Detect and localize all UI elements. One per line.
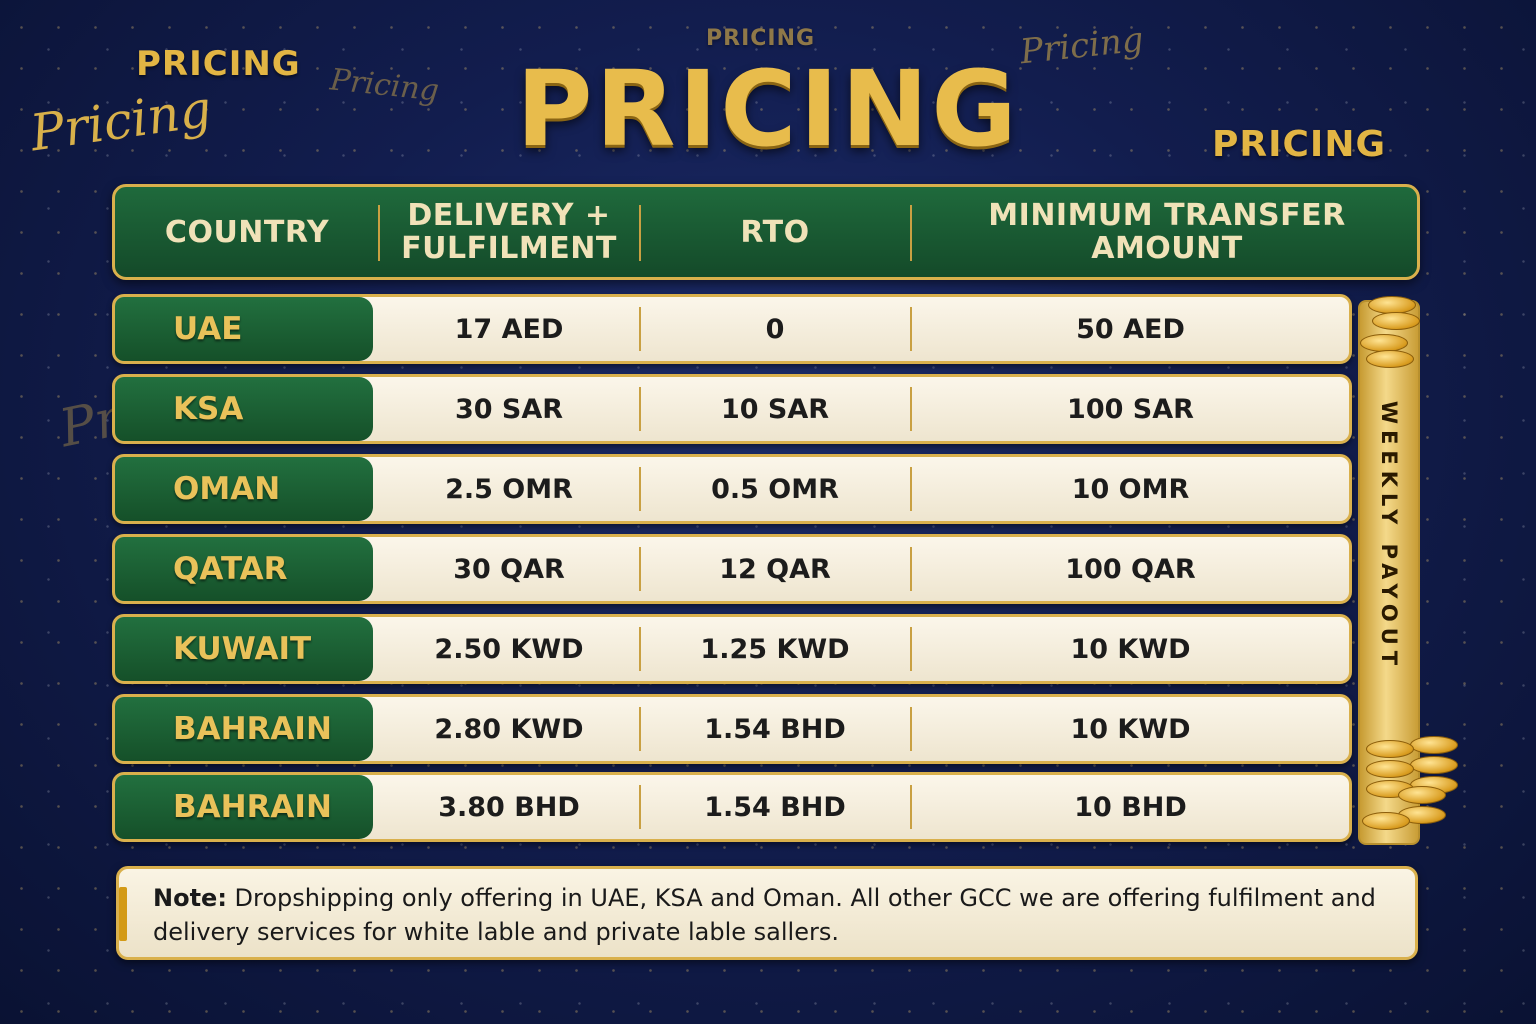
cell-min-transfer: 50 AED — [1076, 313, 1185, 345]
coin-icon — [1398, 786, 1446, 804]
header-delivery-label: DELIVERY + FULFILMENT — [401, 198, 617, 266]
note-label: Note: — [153, 884, 227, 912]
cell-rto: 1.54 BHD — [704, 791, 846, 823]
coin-icon — [1362, 812, 1410, 830]
row-divider — [910, 467, 912, 511]
cell-min-transfer: 100 SAR — [1067, 393, 1194, 425]
row-divider — [639, 707, 641, 751]
coin-icon — [1410, 736, 1458, 754]
row-divider — [639, 387, 641, 431]
cell-delivery: 2.80 KWD — [434, 713, 584, 745]
cell-delivery: 3.80 BHD — [438, 791, 580, 823]
cell-rto: 12 QAR — [719, 553, 831, 585]
header-country-label: COUNTRY — [164, 214, 330, 250]
table-row: BAHRAIN 3.80 BHD 1.54 BHD 10 BHD — [112, 772, 1352, 842]
row-divider — [910, 387, 912, 431]
cell-min-transfer: 10 BHD — [1074, 791, 1187, 823]
row-divider — [639, 627, 641, 671]
coin-icon — [1366, 350, 1414, 368]
weekly-payout-label: WEEKLY PAYOUT — [1377, 400, 1401, 672]
header-min-transfer-label: MINIMUM TRANSFER AMOUNT — [988, 198, 1346, 266]
row-divider — [639, 307, 641, 351]
cell-rto: 1.54 BHD — [704, 713, 846, 745]
header-delivery: DELIVERY + FULFILMENT — [379, 187, 639, 277]
row-divider — [639, 467, 641, 511]
coin-icon — [1366, 740, 1414, 758]
decor-pricing-top-left: PRICING — [136, 44, 301, 84]
row-divider — [639, 785, 641, 829]
cell-country: QATAR — [115, 537, 373, 601]
cell-country: BAHRAIN — [115, 697, 373, 761]
cell-delivery: 2.5 OMR — [445, 473, 573, 505]
cell-country: BAHRAIN — [115, 775, 373, 839]
cell-rto: 10 SAR — [720, 393, 830, 425]
cell-delivery: 17 AED — [454, 313, 564, 345]
cell-country: UAE — [115, 297, 373, 361]
cell-delivery: 30 QAR — [453, 553, 565, 585]
note-text: Dropshipping only offering in UAE, KSA a… — [153, 884, 1376, 946]
row-divider — [910, 707, 912, 751]
header-country: COUNTRY — [115, 187, 379, 277]
coin-icon — [1372, 312, 1420, 330]
table-row: KSA 30 SAR 10 SAR 100 SAR — [112, 374, 1352, 444]
note-accent-bar — [119, 887, 127, 941]
table-header: COUNTRY DELIVERY + FULFILMENT RTO MINIMU… — [112, 184, 1420, 280]
table-row: OMAN 2.5 OMR 0.5 OMR 10 OMR — [112, 454, 1352, 524]
header-divider — [639, 205, 641, 261]
page-title: PRICING — [516, 48, 1020, 170]
row-divider — [910, 307, 912, 351]
coin-icon — [1366, 760, 1414, 778]
cell-delivery: 2.50 KWD — [434, 633, 584, 665]
row-divider — [910, 547, 912, 591]
header-rto: RTO — [641, 187, 909, 277]
row-divider — [639, 547, 641, 591]
table-row: QATAR 30 QAR 12 QAR 100 QAR — [112, 534, 1352, 604]
cell-min-transfer: 100 QAR — [1065, 553, 1196, 585]
cell-country: KUWAIT — [115, 617, 373, 681]
note-box: Note: Dropshipping only offering in UAE,… — [116, 866, 1418, 960]
header-divider — [910, 205, 912, 261]
row-divider — [910, 627, 912, 671]
decor-pricing-right: PRICING — [1212, 124, 1386, 165]
row-divider — [910, 785, 912, 829]
header-divider — [378, 205, 380, 261]
table-row: UAE 17 AED 0 50 AED — [112, 294, 1352, 364]
header-rto-label: RTO — [740, 214, 810, 250]
table-row: KUWAIT 2.50 KWD 1.25 KWD 10 KWD — [112, 614, 1352, 684]
cell-min-transfer: 10 KWD — [1070, 633, 1191, 665]
coin-icon — [1410, 756, 1458, 774]
cell-rto: 0 — [765, 313, 785, 345]
cell-country: KSA — [115, 377, 373, 441]
header-min-transfer: MINIMUM TRANSFER AMOUNT — [912, 187, 1422, 277]
cell-delivery: 30 SAR — [454, 393, 564, 425]
cell-rto: 0.5 OMR — [711, 473, 839, 505]
cell-min-transfer: 10 KWD — [1070, 713, 1191, 745]
cell-rto: 1.25 KWD — [700, 633, 850, 665]
decor-pricing-top-center: PRICING — [706, 26, 816, 51]
cell-country: OMAN — [115, 457, 373, 521]
table-row: BAHRAIN 2.80 KWD 1.54 BHD 10 KWD — [112, 694, 1352, 764]
cell-min-transfer: 10 OMR — [1071, 473, 1190, 505]
